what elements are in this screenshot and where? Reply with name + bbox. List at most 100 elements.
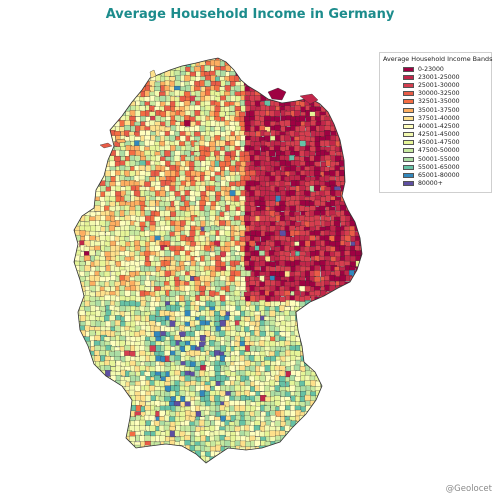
region-cell [109, 95, 116, 103]
region-cell [130, 86, 137, 94]
region-cell [270, 415, 277, 422]
region-cell [89, 411, 97, 418]
region-cell [364, 195, 370, 201]
region-cell [74, 295, 77, 302]
region-cell [139, 115, 147, 123]
region-cell [345, 341, 352, 348]
region-cell [84, 406, 91, 413]
region-cell [95, 381, 102, 388]
region-cell [315, 316, 322, 323]
region-cell [108, 280, 116, 287]
region-cell [259, 61, 266, 68]
region-cell [74, 110, 76, 117]
region-cell [115, 425, 122, 433]
region-cell [314, 401, 321, 408]
region-cell [355, 295, 362, 302]
region-cell [90, 400, 97, 407]
region-cell [309, 435, 316, 442]
region-cell [239, 166, 246, 173]
region-cell [214, 59, 221, 67]
region-cell [334, 111, 341, 118]
region-cell [366, 216, 372, 222]
region-cell [360, 86, 362, 93]
region-cell [79, 190, 87, 197]
region-cell [279, 455, 286, 462]
region-cell [359, 155, 362, 162]
region-cell [160, 180, 167, 187]
region-cell [179, 284, 186, 292]
region-cell [275, 60, 282, 67]
region-cell [100, 430, 107, 437]
region-cell [110, 455, 118, 462]
region-cell [74, 170, 77, 177]
region-cell [304, 61, 311, 68]
region-cell [169, 390, 177, 398]
legend-item: 50001-55000 [383, 155, 488, 163]
region-cell [345, 125, 352, 132]
region-cell [105, 309, 112, 317]
region-cell [249, 170, 256, 177]
region-cell [264, 85, 271, 93]
region-cell [335, 435, 342, 442]
region-cell [344, 356, 351, 363]
region-cell [124, 194, 131, 202]
region-cell [74, 151, 81, 158]
region-cell [79, 390, 86, 397]
region-cell [350, 290, 357, 298]
region-cell [90, 420, 98, 427]
region-cell [219, 161, 226, 168]
region-cell [74, 95, 82, 102]
legend-label: 65001-80000 [418, 172, 460, 180]
region-cell [290, 165, 297, 172]
region-cell [234, 58, 241, 62]
region-cell [249, 61, 256, 68]
region-cell [224, 440, 231, 447]
region-cell [100, 375, 107, 382]
region-cell [74, 110, 81, 117]
region-cell [84, 160, 91, 167]
region-cell [359, 146, 362, 153]
legend-swatch [403, 140, 414, 146]
region-cell [89, 140, 97, 147]
region-cell [245, 139, 252, 147]
region-cell [324, 355, 331, 362]
region-cell [130, 58, 137, 62]
region-cell [199, 370, 206, 377]
region-cell [349, 81, 356, 88]
region-cell [204, 80, 211, 87]
legend-item: 42501-45000 [383, 131, 488, 139]
region-cell [115, 415, 122, 422]
region-cell [275, 76, 282, 84]
region-cell [163, 210, 171, 217]
region-cell [94, 456, 101, 463]
region-cell [80, 365, 87, 373]
region-cell [365, 100, 371, 106]
region-cell [74, 151, 77, 158]
region-cell [89, 385, 96, 393]
region-cell [359, 165, 362, 172]
region-cell [74, 210, 77, 217]
region-cell [124, 315, 131, 322]
region-cell [355, 455, 362, 463]
region-cell [79, 361, 86, 368]
region-cell [80, 151, 87, 158]
region-cell [110, 80, 118, 88]
region-cell [299, 71, 306, 78]
region-cell [335, 306, 342, 314]
region-cell [244, 456, 251, 463]
region-cell [359, 90, 362, 98]
region-cell [75, 369, 82, 377]
region-cell [350, 456, 358, 463]
region-cell [100, 69, 107, 77]
region-cell [280, 76, 287, 83]
region-cell [95, 135, 102, 142]
region-cell [288, 200, 296, 207]
region-cell [119, 420, 127, 427]
region-cell [118, 445, 126, 452]
region-cell [84, 120, 91, 128]
region-cell [74, 80, 82, 87]
region-cell [360, 305, 362, 312]
region-cell [104, 386, 112, 393]
legend-label: 40001-42500 [418, 122, 460, 130]
region-cell [74, 280, 77, 287]
